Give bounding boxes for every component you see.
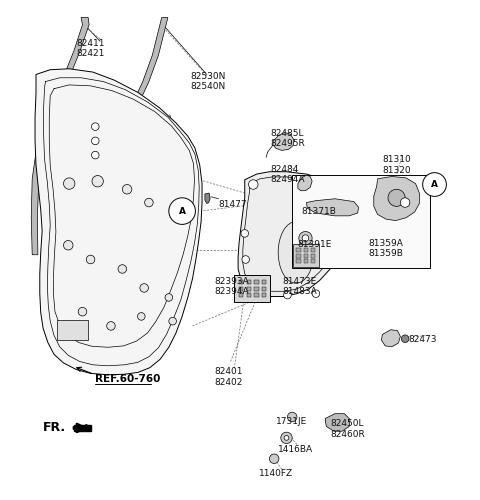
Circle shape bbox=[249, 180, 258, 190]
Circle shape bbox=[140, 284, 148, 292]
Circle shape bbox=[118, 264, 127, 273]
Text: REF.60-760: REF.60-760 bbox=[96, 374, 161, 384]
Text: 81473E
81483A: 81473E 81483A bbox=[283, 277, 317, 296]
Text: A: A bbox=[431, 180, 438, 189]
Text: 81391E: 81391E bbox=[297, 240, 331, 248]
Circle shape bbox=[316, 180, 324, 188]
Circle shape bbox=[242, 256, 250, 264]
Circle shape bbox=[169, 198, 195, 224]
Bar bbox=[311, 248, 315, 252]
Circle shape bbox=[341, 234, 348, 242]
Bar bbox=[311, 260, 315, 264]
Circle shape bbox=[284, 292, 291, 299]
Text: 82485L
82495R: 82485L 82495R bbox=[271, 129, 306, 148]
Circle shape bbox=[302, 235, 309, 242]
Circle shape bbox=[92, 123, 99, 130]
Polygon shape bbox=[325, 414, 350, 431]
Text: 1140FZ: 1140FZ bbox=[259, 469, 293, 478]
Circle shape bbox=[388, 190, 405, 206]
Text: 82450L
82460R: 82450L 82460R bbox=[330, 420, 365, 439]
Circle shape bbox=[269, 454, 279, 464]
Bar bbox=[293, 244, 319, 266]
Circle shape bbox=[169, 318, 177, 325]
Text: 82484
82494A: 82484 82494A bbox=[271, 164, 305, 184]
Text: 82411
82421: 82411 82421 bbox=[76, 39, 105, 58]
Circle shape bbox=[241, 230, 249, 237]
Circle shape bbox=[78, 308, 87, 316]
Polygon shape bbox=[238, 172, 353, 296]
Circle shape bbox=[330, 184, 340, 194]
Bar bbox=[262, 280, 266, 284]
Polygon shape bbox=[374, 176, 420, 220]
Bar bbox=[297, 260, 301, 264]
Polygon shape bbox=[306, 199, 359, 216]
Text: 81371B: 81371B bbox=[301, 208, 336, 216]
Circle shape bbox=[344, 210, 352, 218]
Bar bbox=[311, 254, 315, 258]
Circle shape bbox=[298, 182, 305, 190]
Polygon shape bbox=[73, 424, 92, 432]
Bar bbox=[303, 254, 308, 258]
Polygon shape bbox=[273, 132, 294, 150]
Bar bbox=[292, 175, 430, 268]
Bar bbox=[254, 286, 259, 291]
Circle shape bbox=[63, 240, 73, 250]
Circle shape bbox=[281, 432, 292, 444]
Circle shape bbox=[423, 172, 446, 197]
Circle shape bbox=[312, 290, 320, 298]
Text: 82401
82402: 82401 82402 bbox=[214, 367, 242, 386]
Polygon shape bbox=[104, 18, 168, 212]
Text: 1416BA: 1416BA bbox=[278, 444, 313, 454]
Circle shape bbox=[165, 294, 173, 301]
Text: 81310
81320: 81310 81320 bbox=[383, 155, 411, 174]
Bar bbox=[303, 260, 308, 264]
Bar bbox=[239, 293, 243, 298]
Circle shape bbox=[144, 198, 153, 207]
Circle shape bbox=[334, 258, 341, 266]
Polygon shape bbox=[35, 69, 202, 375]
Bar bbox=[254, 280, 259, 284]
Bar bbox=[247, 286, 251, 291]
Bar bbox=[247, 280, 251, 284]
Bar bbox=[239, 280, 243, 284]
Circle shape bbox=[92, 152, 99, 159]
Circle shape bbox=[401, 335, 409, 342]
Polygon shape bbox=[205, 193, 210, 203]
Circle shape bbox=[299, 232, 312, 245]
Circle shape bbox=[92, 137, 99, 144]
Circle shape bbox=[92, 176, 103, 187]
Circle shape bbox=[284, 436, 289, 440]
Circle shape bbox=[63, 178, 75, 190]
Text: 81477: 81477 bbox=[219, 200, 247, 209]
Polygon shape bbox=[31, 18, 89, 254]
Polygon shape bbox=[298, 175, 312, 190]
Polygon shape bbox=[382, 330, 400, 347]
Bar bbox=[297, 254, 301, 258]
Bar bbox=[247, 293, 251, 298]
Text: 82473: 82473 bbox=[408, 336, 437, 344]
Ellipse shape bbox=[278, 222, 314, 283]
Text: A: A bbox=[179, 206, 186, 216]
Bar bbox=[57, 320, 88, 340]
Bar bbox=[297, 248, 301, 252]
Bar bbox=[262, 293, 266, 298]
Bar bbox=[254, 293, 259, 298]
Polygon shape bbox=[74, 424, 91, 431]
Text: 82530N
82540N: 82530N 82540N bbox=[190, 72, 226, 92]
Bar bbox=[239, 286, 243, 291]
Circle shape bbox=[288, 412, 297, 422]
Text: FR.: FR. bbox=[43, 422, 66, 434]
Text: 1731JE: 1731JE bbox=[276, 417, 307, 426]
Circle shape bbox=[256, 285, 264, 292]
Bar bbox=[234, 274, 270, 302]
Circle shape bbox=[400, 198, 410, 207]
Circle shape bbox=[86, 255, 95, 264]
Bar bbox=[303, 248, 308, 252]
Bar bbox=[262, 286, 266, 291]
Circle shape bbox=[107, 322, 115, 330]
Circle shape bbox=[137, 312, 145, 320]
Text: 81359A
81359B: 81359A 81359B bbox=[368, 239, 403, 258]
Circle shape bbox=[122, 184, 132, 194]
Text: 82393A
82394A: 82393A 82394A bbox=[214, 277, 249, 296]
